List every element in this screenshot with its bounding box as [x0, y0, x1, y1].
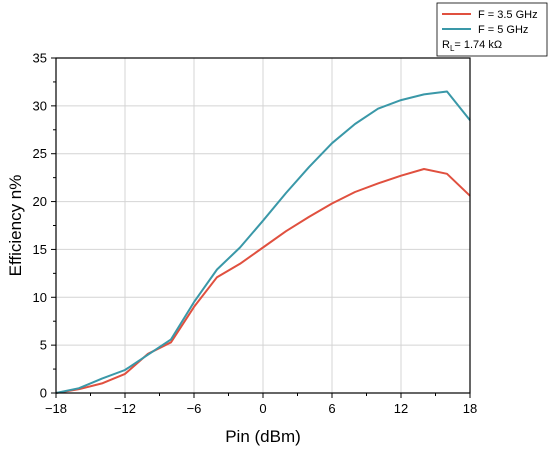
- legend-note-rest: = 1.74 kΩ: [454, 39, 502, 51]
- x-tick-label: −18: [45, 401, 67, 416]
- series-layer: [55, 90, 471, 394]
- series-line: [55, 90, 471, 394]
- x-tick-label: 12: [394, 401, 408, 416]
- x-tick-label: 18: [463, 401, 477, 416]
- x-tick-label: −6: [187, 401, 202, 416]
- y-tick-label: 25: [33, 146, 47, 161]
- legend-note-main: R: [442, 39, 450, 51]
- tick-layer: −18 −12 −6 0 6 12 18 0 5 10 15 20 25 30 35: [33, 51, 478, 417]
- legend-note-load-resistance: RL= 1.74 kΩ: [442, 39, 502, 53]
- y-tick-label: 5: [40, 338, 47, 353]
- y-tick-label: 20: [33, 194, 47, 209]
- x-tick-label: 6: [328, 401, 335, 416]
- y-tick-label: 30: [33, 98, 47, 113]
- legend-note-subscript: L: [450, 44, 455, 53]
- x-axis-label: Pin (dBm): [225, 427, 301, 446]
- legend: F = 3.5 GHz F = 5 GHz RL= 1.74 kΩ: [436, 2, 548, 57]
- legend-label: F = 3.5 GHz: [478, 9, 538, 21]
- x-tick-label: 0: [259, 401, 266, 416]
- grid-layer: [55, 57, 471, 394]
- legend-label: F = 5 GHz: [478, 24, 528, 36]
- y-axis-label: Efficiency n%: [6, 175, 25, 277]
- y-tick-label: 10: [33, 290, 47, 305]
- y-tick-label: 35: [33, 51, 47, 66]
- y-tick-label: 15: [33, 242, 47, 257]
- legend-entries: F = 3.5 GHz F = 5 GHz: [442, 9, 538, 36]
- x-tick-label: −12: [114, 401, 136, 416]
- y-tick-label: 0: [40, 386, 47, 401]
- series-line: [55, 168, 471, 394]
